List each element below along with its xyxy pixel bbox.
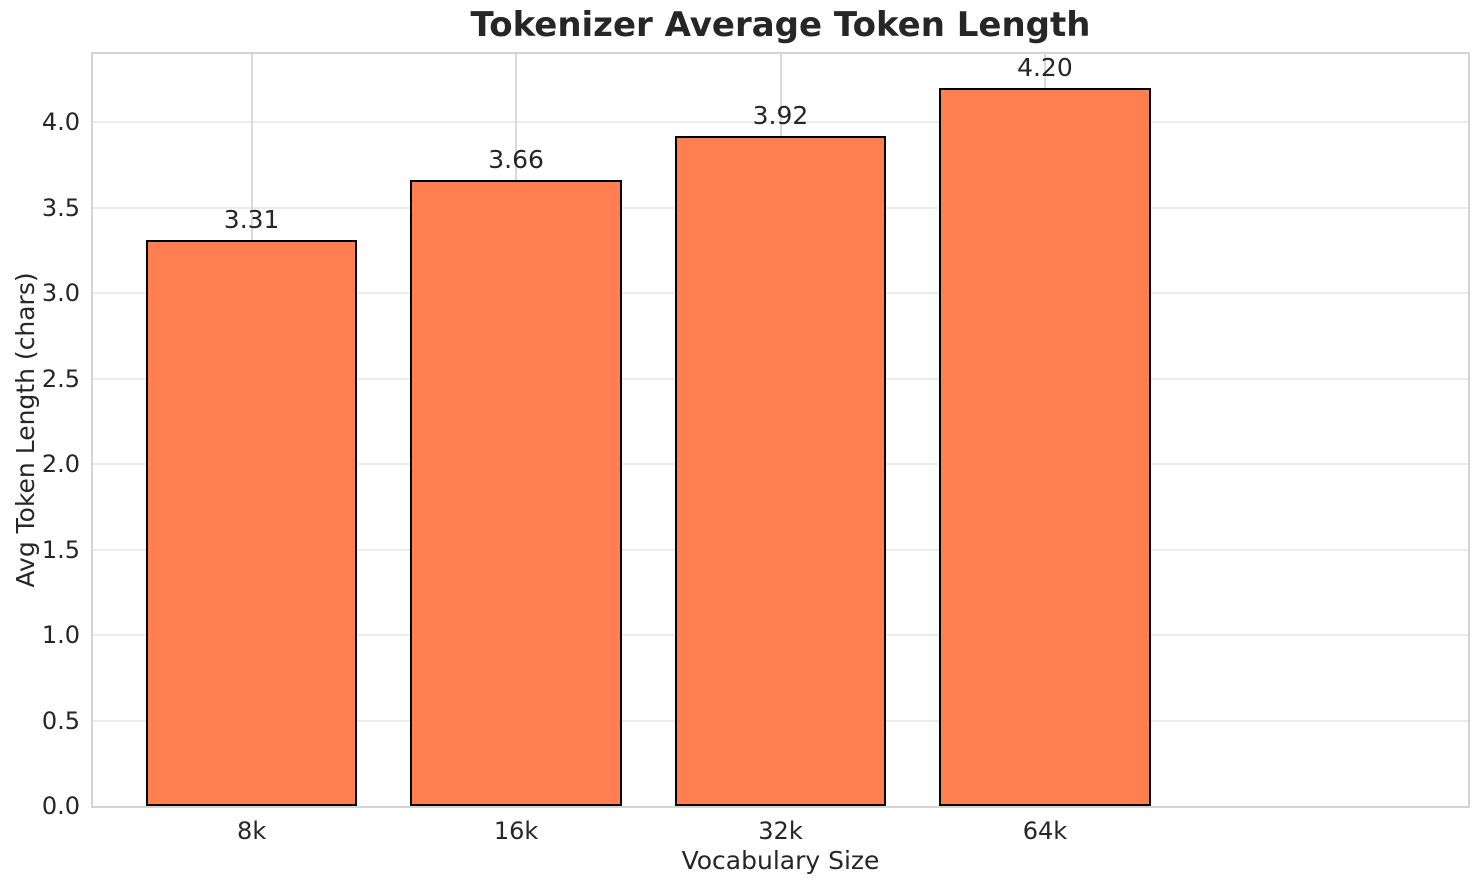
- bar-32k: [674, 136, 887, 806]
- bar-16k: [410, 180, 622, 806]
- y-tick-label: 4.0: [41, 108, 80, 137]
- bar-64k: [939, 88, 1151, 806]
- y-tick-label: 2.5: [41, 364, 80, 393]
- y-tick-label: 2.0: [41, 450, 80, 479]
- x-tick-label: 64k: [1022, 817, 1068, 845]
- bar-8k: [145, 240, 358, 806]
- x-tick-label: 32k: [758, 817, 803, 845]
- x-axis-label: Vocabulary Size: [681, 846, 880, 875]
- plot-area: 3.31 3.66 3.92 4.20: [91, 52, 1470, 808]
- y-tick-label: 3.5: [41, 193, 80, 222]
- bar-value-label: 3.92: [752, 101, 809, 131]
- x-tick-label: 16k: [493, 817, 539, 845]
- y-tick-label: 0.5: [41, 706, 80, 735]
- y-tick-label: 0.0: [41, 792, 80, 820]
- y-tick-label: 3.0: [41, 279, 80, 308]
- y-tick-label: 1.0: [41, 621, 80, 650]
- x-tick-label: 8k: [237, 817, 267, 845]
- y-tick-label: 1.5: [41, 535, 80, 564]
- bar-value-label: 3.66: [488, 145, 544, 175]
- chart-title: Tokenizer Average Token Length: [470, 5, 1091, 45]
- bar-value-label: 4.20: [1017, 53, 1073, 83]
- bar-value-label: 3.31: [223, 205, 280, 235]
